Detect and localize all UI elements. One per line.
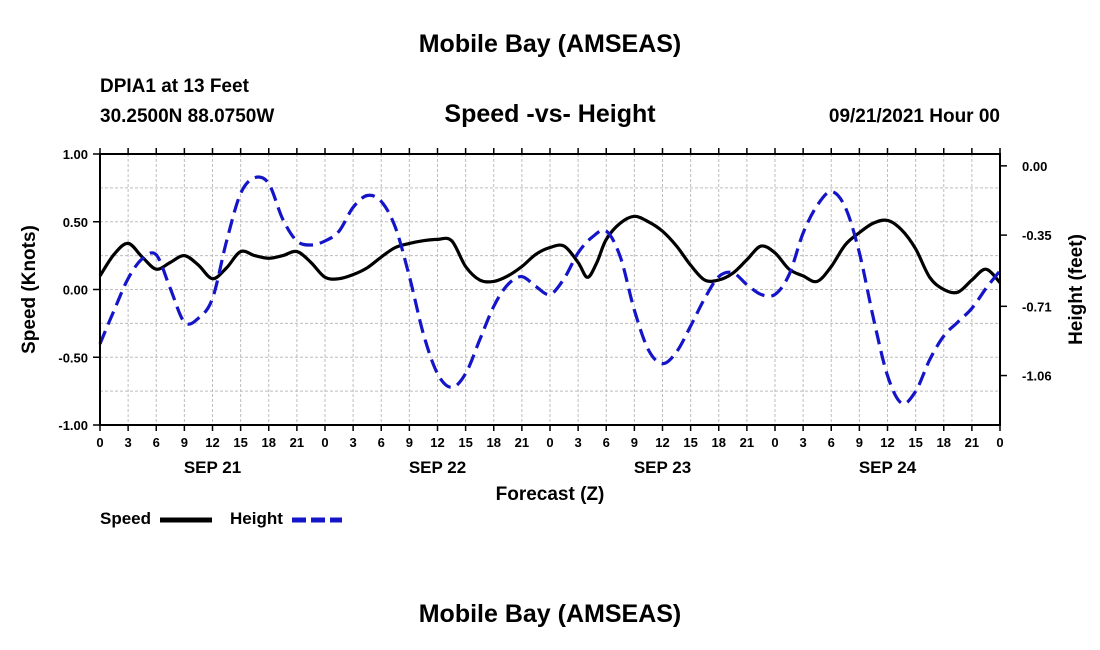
x-axis-title: Forecast (Z) — [496, 484, 605, 505]
y-tick-label-right: -0.71 — [1022, 299, 1052, 314]
y-tick-label-left: 0.00 — [63, 283, 88, 298]
chart-timestamp: 09/21/2021 Hour 00 — [828, 106, 1000, 127]
y-tick-label-left: 1.00 — [63, 147, 88, 162]
series-line-speed — [98, 214, 1002, 295]
y-tick-label-right: 0.00 — [1022, 159, 1047, 174]
x-tick-label: 12 — [205, 435, 219, 450]
y-tick-label-right: -1.06 — [1022, 369, 1052, 384]
x-tick-label: 6 — [378, 435, 385, 450]
x-tick-label: 0 — [546, 435, 553, 450]
chart-grid — [100, 154, 1000, 425]
x-tick-label: 3 — [800, 435, 807, 450]
legend-label-height: Height — [230, 509, 283, 528]
y-tick-label-left: -1.00 — [58, 418, 88, 433]
x-tick-label: 21 — [965, 435, 979, 450]
x-day-label: SEP 22 — [409, 458, 466, 477]
x-tick-label: 0 — [96, 435, 103, 450]
x-tick-label: 12 — [655, 435, 669, 450]
chart-series — [98, 175, 1002, 406]
x-tick-label: 0 — [771, 435, 778, 450]
x-day-label: SEP 21 — [184, 458, 241, 477]
x-tick-label: 6 — [153, 435, 160, 450]
station-name: DPIA1 at 13 Feet — [100, 76, 249, 97]
x-tick-label: 12 — [880, 435, 894, 450]
y-tick-label-right: -0.35 — [1022, 228, 1052, 243]
x-tick-label: 21 — [290, 435, 304, 450]
x-tick-label: 0 — [321, 435, 328, 450]
chart-legend: Speed Height — [100, 509, 342, 528]
page-title-bottom: Mobile Bay (AMSEAS) — [418, 600, 682, 628]
page-title-top: Mobile Bay (AMSEAS) — [418, 30, 682, 58]
x-tick-label: 18 — [712, 435, 726, 450]
legend-label-speed: Speed — [100, 509, 151, 528]
x-tick-label: 3 — [575, 435, 582, 450]
x-tick-label: 18 — [262, 435, 276, 450]
x-tick-label: 15 — [233, 435, 247, 450]
x-tick-label: 18 — [937, 435, 951, 450]
x-day-label: SEP 23 — [634, 458, 691, 477]
x-tick-label: 9 — [181, 435, 188, 450]
y-axis-title-left: Speed (Knots) — [19, 225, 40, 354]
y-tick-label-left: -0.50 — [58, 350, 88, 365]
x-tick-label: 12 — [430, 435, 444, 450]
x-tick-label: 3 — [350, 435, 357, 450]
x-tick-label: 18 — [487, 435, 501, 450]
x-tick-label: 9 — [406, 435, 413, 450]
chart-title: Speed -vs- Height — [444, 100, 656, 128]
x-tick-label: 6 — [828, 435, 835, 450]
x-tick-label: 15 — [458, 435, 472, 450]
y-tick-label-left: 0.50 — [63, 215, 88, 230]
x-tick-label: 0 — [996, 435, 1003, 450]
x-tick-label: 9 — [856, 435, 863, 450]
station-coordinates: 30.2500N 88.0750W — [100, 106, 275, 127]
y-axis-title-right: Height (feet) — [1066, 234, 1087, 345]
x-tick-label: 21 — [515, 435, 529, 450]
x-tick-label: 15 — [683, 435, 697, 450]
x-tick-label: 9 — [631, 435, 638, 450]
x-tick-label: 15 — [908, 435, 922, 450]
x-tick-label: 3 — [125, 435, 132, 450]
chart-axes: 0 3 6 9 12 15 18 21 0 3 6 9 12 15 18 21 0 3 6 9 12 15 18 21 0 3 6 9… — [58, 147, 1051, 477]
x-tick-label: 6 — [603, 435, 610, 450]
x-tick-label: 21 — [740, 435, 754, 450]
x-day-label: SEP 24 — [859, 458, 917, 477]
